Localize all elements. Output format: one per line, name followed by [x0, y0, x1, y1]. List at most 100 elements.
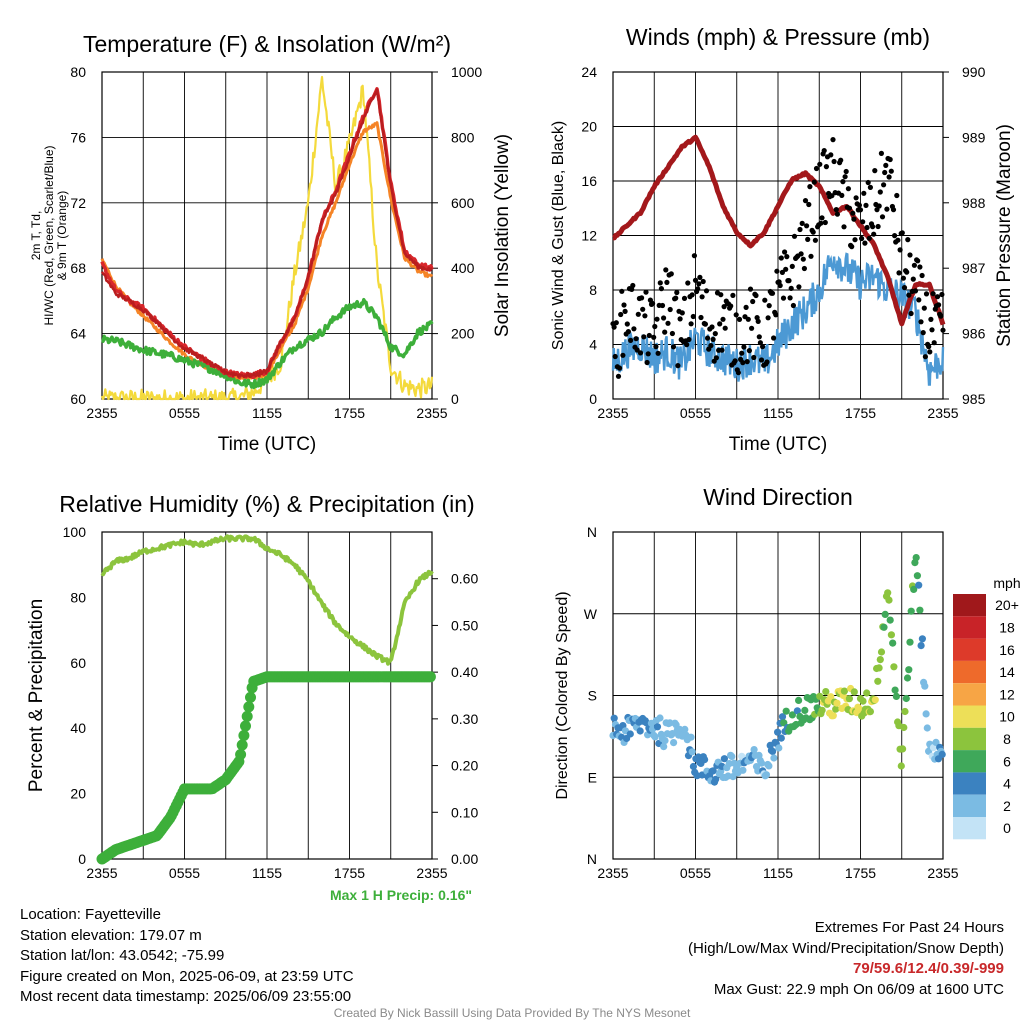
gust-point [842, 174, 848, 180]
direction-point [795, 696, 803, 705]
gust-point [856, 202, 863, 208]
colorbar-swatch [953, 727, 986, 751]
max-precip-annotation: Max 1 H Precip: 0.16" [330, 887, 472, 903]
gust-point [644, 359, 650, 366]
gust-point [917, 264, 923, 270]
direction-point [769, 747, 777, 756]
direction-point [905, 666, 913, 674]
direction-point [871, 696, 879, 704]
gust-point [910, 276, 916, 282]
direction-point [660, 743, 668, 751]
gust-point [915, 258, 921, 264]
direction-point [900, 723, 908, 732]
y-tick-label: 72 [70, 195, 86, 211]
chart-title: Temperature (F) & Insolation (W/m²) [83, 31, 451, 57]
gust-point [655, 350, 661, 356]
gust-point [896, 270, 902, 276]
gust-point [819, 215, 825, 221]
x-tick-label: 2355 [927, 865, 958, 881]
gust-point [753, 292, 759, 299]
gust-point [622, 308, 628, 314]
gust-point [791, 233, 798, 239]
gust-point [908, 310, 914, 317]
gust-point [637, 350, 644, 356]
direction-point [782, 707, 790, 715]
gust-point [739, 350, 745, 356]
gust-point [621, 302, 627, 308]
gust-point [757, 340, 764, 346]
colorbar-swatch [953, 772, 986, 795]
gust-point [617, 365, 623, 371]
direction-point [687, 733, 695, 741]
gust-point [658, 286, 665, 292]
chart-title: Winds (mph) & Pressure (mb) [626, 24, 930, 50]
chart-title: Relative Humidity (%) & Precipitation (i… [59, 491, 474, 517]
gust-point [691, 253, 698, 259]
gust-point [906, 292, 912, 298]
y-tick-label: 60 [70, 391, 86, 407]
gust-point [861, 190, 867, 196]
colorbar-label: 18 [999, 619, 1015, 635]
direction-point [899, 745, 907, 753]
gust-point [653, 344, 659, 350]
direction-point [902, 694, 910, 703]
created-text: Figure created on Mon, 2025-06-09, at 23… [20, 967, 354, 985]
colorbar-label: 2 [1003, 798, 1011, 814]
y-tick-label: E [588, 769, 597, 785]
max-gust-text: Max Gust: 22.9 mph On 06/09 at 1600 UTC [713, 980, 1004, 998]
gust-point [774, 268, 780, 274]
gust-point [797, 226, 803, 233]
gust-point [766, 303, 772, 309]
extremes-subtitle: (High/Low/Max Wind/Precipitation/Snow De… [688, 939, 1004, 957]
gust-point [801, 265, 808, 272]
y-tick-label: 4 [589, 337, 597, 353]
gust-point [643, 289, 649, 295]
gust-point [758, 357, 765, 363]
gust-point [877, 189, 883, 195]
precip-point [238, 730, 250, 741]
gust-point [928, 316, 934, 322]
x-tick-label: 2355 [86, 405, 117, 421]
gust-point [688, 321, 694, 327]
direction-point [915, 581, 923, 589]
gust-point [710, 336, 716, 342]
gust-point [685, 280, 691, 286]
gust-point [635, 311, 641, 317]
direction-point [712, 775, 720, 783]
gust-point [883, 162, 889, 168]
gust-point [630, 282, 636, 289]
direction-point [720, 755, 729, 763]
gust-point [642, 313, 648, 319]
y2-tick-label: 0.60 [451, 571, 478, 587]
y-tick-label: 100 [63, 524, 87, 540]
direction-point [916, 606, 924, 614]
gust-point [699, 294, 705, 300]
gust-point [789, 263, 795, 269]
gust-point [654, 316, 660, 322]
gust-point [926, 344, 932, 350]
footer-credit: Created By Nick Bassill Using Data Provi… [333, 1006, 691, 1020]
gust-point [843, 168, 849, 175]
gust-point [865, 179, 871, 186]
direction-point [681, 725, 689, 734]
gust-point [674, 289, 680, 296]
direction-point [889, 639, 897, 647]
y2-tick-label: 985 [962, 391, 986, 407]
gust-point [668, 271, 674, 277]
direction-point [709, 767, 717, 775]
x-tick-label: 1155 [252, 405, 282, 421]
x-tick-label: 1155 [763, 405, 793, 421]
precip-point [241, 710, 253, 722]
direction-point [886, 616, 894, 624]
gust-point [732, 358, 738, 364]
gust-point [829, 193, 835, 199]
direction-point [822, 688, 830, 696]
gust-point [905, 237, 911, 243]
gust-point [673, 295, 679, 301]
gust-point [870, 224, 876, 230]
x-tick-label: 1155 [763, 865, 793, 881]
gust-point [806, 201, 812, 208]
y-axis-label: Percent & Precipitation [26, 599, 47, 792]
gust-point [813, 165, 820, 172]
direction-point [884, 589, 892, 597]
